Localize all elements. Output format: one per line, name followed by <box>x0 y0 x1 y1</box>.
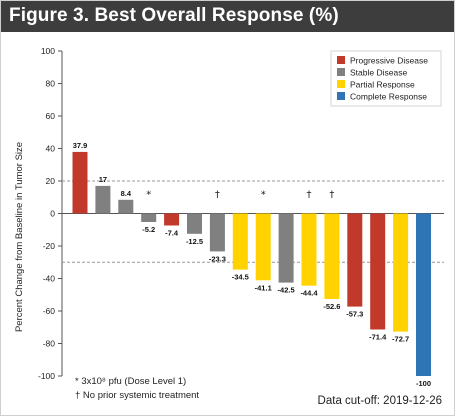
legend-label-partial-response: Partial Response <box>350 80 415 90</box>
title-bar: Figure 3. Best Overall Response (%) <box>1 1 454 32</box>
no-prior-treatment-marker: † <box>329 190 334 201</box>
dose-level-marker: * <box>261 190 266 201</box>
footnote-dose-level: * 3x10⁸ pfu (Dose Level 1) <box>75 376 186 387</box>
bar-data-label: -41.1 <box>255 283 272 292</box>
bar <box>187 213 202 234</box>
legend-box <box>330 50 442 107</box>
y-tick-label: 60 <box>46 111 56 121</box>
y-tick-label: -40 <box>43 274 56 284</box>
figure-title: Figure 3. Best Overall Response (%) <box>9 5 339 26</box>
y-axis-ticks: 100 80 60 40 20 0 -20 -40 -60 -80 -100 <box>38 46 62 381</box>
bar <box>393 213 409 332</box>
bar-data-label: 8.4 <box>121 189 132 198</box>
legend-label-progressive-disease: Progressive Disease <box>350 56 428 66</box>
legend-label-complete-response: Complete Response <box>350 92 427 102</box>
y-tick-label: 0 <box>50 209 55 219</box>
no-prior-treatment-marker: † <box>307 190 312 201</box>
legend-label-stable-disease: Stable Disease <box>350 68 407 78</box>
y-tick-label: -100 <box>38 371 55 381</box>
no-prior-treatment-marker: † <box>215 190 220 201</box>
bar <box>347 213 363 307</box>
dose-level-marker: * <box>146 190 151 201</box>
bar <box>164 213 180 226</box>
bar <box>72 151 88 214</box>
bar-data-label: 37.9 <box>73 141 88 150</box>
y-tick-label: 80 <box>46 79 56 89</box>
bar <box>118 199 134 214</box>
bar <box>416 213 431 376</box>
bar-data-label: -12.5 <box>186 237 203 246</box>
bar-data-label: -100 <box>416 379 431 388</box>
bar <box>209 213 225 252</box>
y-tick-label: -80 <box>43 339 56 349</box>
legend: Progressive Disease Stable Disease Parti… <box>330 50 442 107</box>
bar-data-label: -44.4 <box>300 289 318 298</box>
bars-group: 37.9 17 8.4 -5.2 * -7.4 -12.5 -23.3 † -34.5 -41.1 *… <box>72 141 431 388</box>
bar <box>324 213 340 299</box>
y-tick-label: 20 <box>46 176 56 186</box>
bar-data-label: -57.3 <box>346 310 363 319</box>
bar <box>278 213 294 283</box>
bar <box>370 213 386 330</box>
bar <box>255 213 271 281</box>
y-tick-label: -20 <box>43 241 56 251</box>
bar <box>301 213 317 286</box>
bar <box>141 213 157 222</box>
waterfall-chart: 100 80 60 40 20 0 -20 -40 -60 -80 -100 37.9 17 8.4 -5… <box>14 46 444 407</box>
bar-data-label: 17 <box>99 175 107 184</box>
legend-swatch-partial-response <box>337 80 345 88</box>
footnote-no-prior-treatment: † No prior systemic treatment <box>75 390 199 401</box>
bar-data-label: -34.5 <box>232 273 249 282</box>
data-cutoff-note: Data cut-off: 2019-12-26 <box>318 395 442 407</box>
bar <box>95 185 111 214</box>
bar-data-label: -5.2 <box>142 225 155 234</box>
y-tick-label: 100 <box>41 46 55 56</box>
bar-data-label: -71.4 <box>369 333 387 342</box>
bar <box>232 213 248 270</box>
legend-swatch-progressive-disease <box>337 56 345 64</box>
y-tick-label: -60 <box>43 306 56 316</box>
bar-data-label: -7.4 <box>165 229 179 238</box>
legend-swatch-stable-disease <box>337 68 345 76</box>
bar-data-label: -52.6 <box>323 302 340 311</box>
bar-data-label: -42.5 <box>278 286 295 295</box>
y-tick-label: 40 <box>46 144 56 154</box>
bar-data-label: -72.7 <box>392 335 409 344</box>
y-axis-title: Percent Change from Baseline in Tumor Si… <box>14 142 25 332</box>
bar-data-label: -23.3 <box>209 254 226 263</box>
legend-swatch-complete-response <box>337 92 345 100</box>
